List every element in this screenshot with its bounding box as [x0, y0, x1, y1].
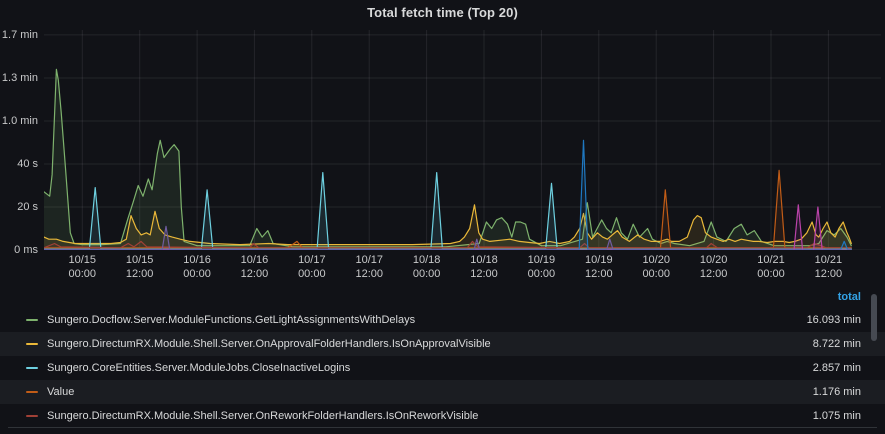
legend-row: Value 1.176 min [0, 380, 885, 404]
legend-bottom-divider [8, 427, 877, 428]
x-axis-tick-label: 10/18 12:00 [470, 254, 498, 280]
legend-rows: Sungero.Docflow.Server.ModuleFunctions.G… [0, 308, 885, 428]
y-axis-tick-label: 1.7 min [1, 28, 38, 41]
series-area [44, 69, 852, 250]
series-line [44, 225, 852, 250]
x-axis-tick-label: 10/21 12:00 [814, 254, 843, 280]
legend-total-value: 2.857 min [812, 362, 861, 374]
x-axis-tick-label: 10/15 00:00 [68, 254, 97, 280]
legend-series-label[interactable]: Sungero.Docflow.Server.ModuleFunctions.G… [47, 314, 416, 326]
legend-series-label[interactable]: Sungero.DirectumRX.Module.Shell.Server.O… [47, 338, 491, 350]
series-line [44, 68, 852, 248]
series-line [44, 204, 852, 246]
x-axis-tick-label: 10/20 00:00 [642, 254, 670, 280]
legend-total-value: 1.075 min [812, 410, 861, 422]
legend-series-label[interactable]: Sungero.DirectumRX.Module.Shell.Server.O… [47, 410, 479, 422]
x-axis-tick-label: 10/15 12:00 [125, 254, 154, 280]
legend-series-label[interactable]: Sungero.CoreEntities.Server.ModuleJobs.C… [47, 362, 351, 374]
x-axis-tick-label: 10/21 00:00 [757, 254, 785, 280]
series-line [44, 172, 852, 250]
y-axis-tick-label: 1.3 min [1, 71, 38, 84]
y-axis-tick-label: 40 s [17, 157, 38, 170]
series-line [44, 204, 852, 250]
legend-series-label[interactable]: Value [47, 386, 75, 398]
legend-total-value: 1.176 min [812, 386, 861, 398]
series-color-swatch[interactable] [26, 415, 38, 417]
x-axis-tick-label: 10/18 00:00 [412, 254, 441, 280]
series-color-swatch[interactable] [26, 367, 38, 369]
x-axis-tick-label: 10/16 00:00 [183, 254, 211, 280]
y-axis-tick-label: 0 ms [14, 244, 38, 256]
legend-table: total Sungero.Docflow.Server.ModuleFunct… [0, 286, 885, 428]
x-axis-tick-label: 10/20 12:00 [699, 254, 728, 280]
legend-total-column-header[interactable]: total [837, 291, 861, 303]
legend-header: total [0, 286, 885, 308]
time-series-chart[interactable] [44, 30, 881, 250]
legend-scrollbar[interactable] [871, 294, 877, 341]
series-color-swatch[interactable] [26, 391, 38, 393]
y-axis-tick-label: 20 s [17, 200, 38, 213]
series-line [44, 169, 852, 249]
chart-canvas[interactable] [44, 30, 881, 250]
x-axis-tick-label: 10/17 12:00 [355, 254, 383, 280]
legend-row: Sungero.Docflow.Server.ModuleFunctions.G… [0, 308, 885, 332]
legend-row: Sungero.DirectumRX.Module.Shell.Server.O… [0, 404, 885, 428]
legend-total-value: 8.722 min [812, 338, 861, 350]
series-color-swatch[interactable] [26, 343, 38, 345]
panel-title[interactable]: Total fetch time (Top 20) [367, 5, 518, 20]
y-axis-tick-label: 1.0 min [1, 114, 38, 127]
legend-row: Sungero.CoreEntities.Server.ModuleJobs.C… [0, 356, 885, 380]
x-axis-tick-label: 10/19 00:00 [527, 254, 556, 280]
x-axis-tick-label: 10/17 00:00 [298, 254, 326, 280]
legend-row: Sungero.DirectumRX.Module.Shell.Server.O… [0, 332, 885, 356]
series-color-swatch[interactable] [26, 319, 38, 321]
series-line [44, 240, 852, 249]
x-axis-tick-label: 10/16 12:00 [240, 254, 269, 280]
x-axis-tick-label: 10/19 12:00 [585, 254, 613, 280]
legend-total-value: 16.093 min [806, 314, 861, 326]
